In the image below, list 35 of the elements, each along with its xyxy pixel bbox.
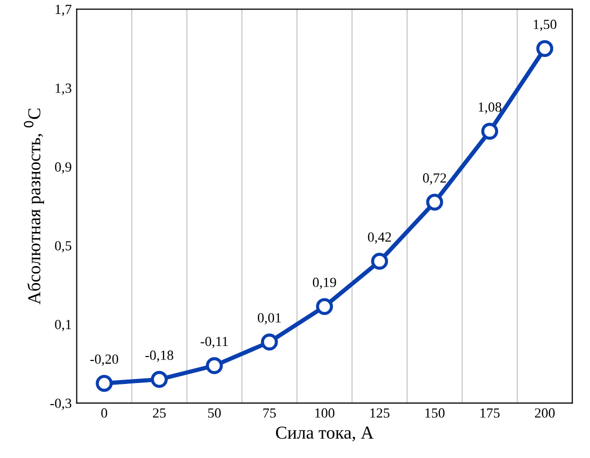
x-tick-label: 125 — [370, 408, 390, 418]
data-label: 0,01 — [258, 313, 281, 324]
y-tick-label: 0,1 — [55, 320, 72, 332]
y-axis-title: Абсолютная разность, $^{0}$C — [24, 108, 44, 304]
y-tick-label: -0,3 — [50, 398, 72, 410]
data-label: 1,50 — [534, 20, 556, 32]
y-tick-label: 1,7 — [56, 4, 72, 16]
data-label: 0,42 — [368, 232, 391, 244]
point — [96, 374, 113, 392]
data-label: 0,19 — [312, 278, 336, 290]
x-tick-label: 75 — [263, 408, 276, 418]
point — [371, 252, 388, 270]
data-label: -0,20 — [90, 354, 118, 366]
point — [481, 122, 498, 140]
point — [316, 298, 333, 316]
data-label: 0,72 — [423, 173, 446, 185]
data-label: 1,08 — [478, 102, 502, 114]
point — [260, 334, 278, 350]
point — [536, 40, 554, 58]
y-tick-label: 0,5 — [55, 241, 72, 252]
x-tick-label: 200 — [534, 408, 555, 418]
data-label: -0,18 — [145, 350, 174, 362]
point — [150, 370, 168, 388]
x-tick-label: 50 — [208, 408, 221, 418]
x-axis-title: Сила тока, А — [276, 426, 374, 442]
x-tick-label: 150 — [425, 408, 445, 418]
y-tick-label: 1,3 — [56, 84, 72, 95]
point — [426, 194, 444, 211]
x-tick-label: 175 — [480, 408, 500, 418]
x-tick-label: 0 — [101, 408, 108, 418]
x-tick-label: 25 — [152, 408, 166, 418]
x-tick-label: 100 — [315, 408, 334, 418]
y-tick-label: 0,9 — [55, 162, 72, 174]
point — [206, 357, 223, 374]
data-label: -0,11 — [200, 336, 228, 348]
